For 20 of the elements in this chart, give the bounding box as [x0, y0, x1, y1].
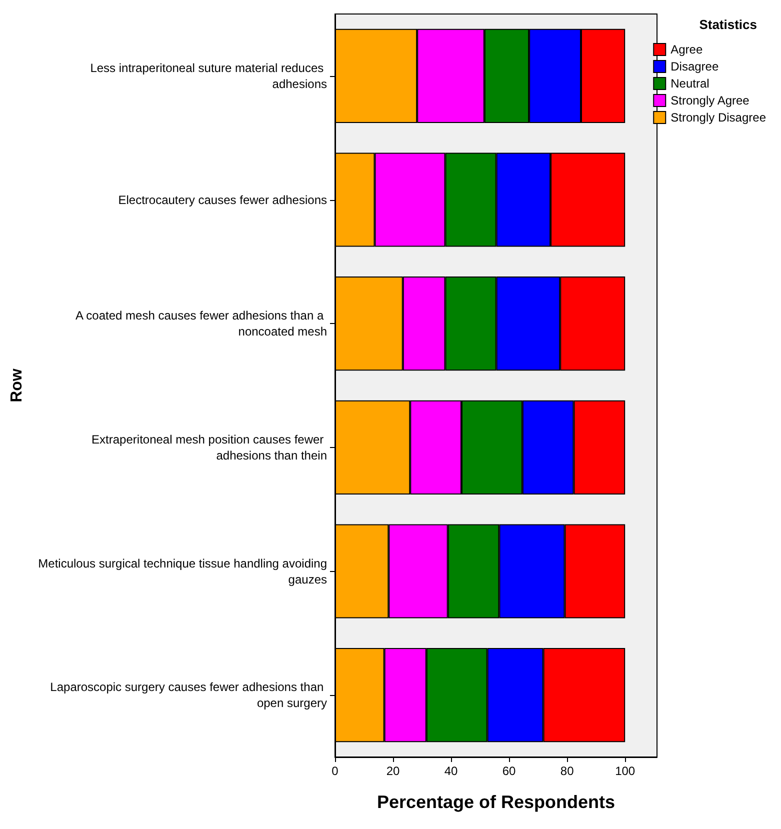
y-tick-label: A coated mesh causes fewer adhesions than a noncoated mesh — [76, 308, 327, 339]
legend-title: Statistics — [699, 17, 758, 32]
x-tick-label: 40 — [444, 764, 458, 778]
x-axis-title: Percentage of Respondents — [376, 792, 616, 812]
x-tick-label: 20 — [386, 764, 400, 778]
x-tick-label: 0 — [332, 764, 339, 778]
y-tick-label: Laparoscopic surgery causes fewer adhesions than open surgery — [50, 680, 327, 710]
y-tick-label: Electrocautery causes fewer adhesions — [118, 192, 327, 207]
y-tick-label: Meticulous surgical technique tissue handling avoiding gauzes — [38, 556, 327, 586]
x-tick-label: 60 — [502, 764, 516, 778]
legend-label: Strongly Agree — [670, 94, 750, 108]
legend-label: Strongly Disagree — [670, 110, 766, 124]
legend-label: Neutral — [670, 76, 710, 90]
x-tick-label: 100 — [615, 764, 636, 778]
y-tick-label: Extraperitoneal mesh position causes fewer adhesions than thein — [92, 432, 327, 462]
legend-label: Agree — [670, 42, 703, 56]
legend-label: Disagree — [670, 60, 719, 74]
x-tick-label: 80 — [560, 764, 574, 778]
y-axis-title: Row — [8, 368, 26, 402]
y-tick-label: Less intraperitoneal suture material reduces adhesions — [90, 60, 327, 91]
